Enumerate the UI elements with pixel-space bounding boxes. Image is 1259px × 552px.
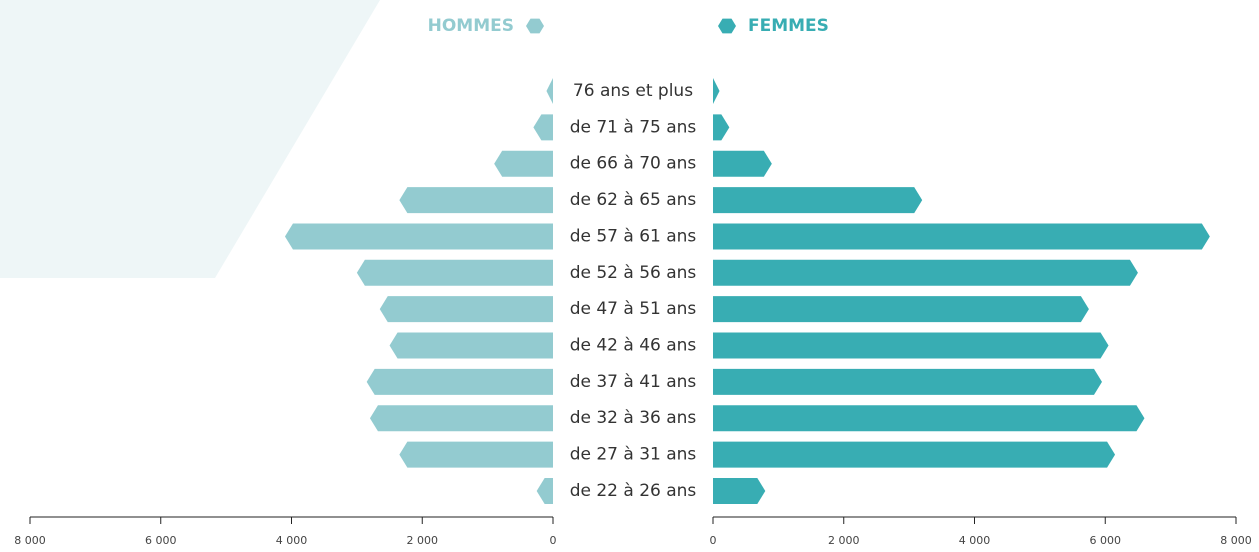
- bar: [399, 187, 553, 214]
- bar: [533, 114, 553, 141]
- bar: [713, 296, 1089, 323]
- category-label: de 32 à 36 ans: [570, 408, 697, 428]
- category-label: de 62 à 65 ans: [570, 190, 697, 210]
- background-shape: [0, 0, 380, 278]
- legend-label: FEMMES: [748, 16, 829, 36]
- legend-icon: [718, 18, 736, 34]
- bar: [713, 114, 730, 141]
- category-label: de 27 à 31 ans: [570, 445, 697, 465]
- bar: [284, 223, 553, 250]
- category-label: de 52 à 56 ans: [570, 263, 697, 283]
- bar: [713, 78, 720, 104]
- category-label: de 71 à 75 ans: [570, 117, 697, 137]
- bar: [713, 332, 1109, 359]
- x-tick-label: 4 000: [959, 534, 991, 547]
- bar: [546, 78, 553, 104]
- x-tick-label: 2 000: [828, 534, 860, 547]
- category-label: de 22 à 26 ans: [570, 481, 697, 501]
- bar: [536, 477, 553, 504]
- bar: [713, 187, 923, 214]
- x-tick-label: 0: [550, 534, 557, 547]
- bar: [399, 441, 553, 468]
- bar: [379, 296, 553, 323]
- x-tick-label: 4 000: [276, 534, 308, 547]
- bar: [713, 150, 772, 177]
- category-label: de 47 à 51 ans: [570, 299, 697, 319]
- x-tick-label: 8 000: [14, 534, 46, 547]
- category-label: de 57 à 61 ans: [570, 226, 697, 246]
- bar: [713, 259, 1138, 286]
- bar: [494, 150, 553, 177]
- category-label: 76 ans et plus: [573, 81, 693, 101]
- legend-label: HOMMES: [428, 16, 514, 36]
- bar: [366, 368, 553, 395]
- legend-icon: [526, 18, 544, 34]
- bar: [713, 223, 1210, 250]
- bar: [356, 259, 553, 286]
- category-label: de 42 à 46 ans: [570, 336, 697, 356]
- category-label: de 37 à 41 ans: [570, 372, 697, 392]
- x-tick-label: 6 000: [1090, 534, 1122, 547]
- x-tick-label: 6 000: [145, 534, 177, 547]
- bar: [713, 477, 766, 504]
- bar: [713, 441, 1116, 468]
- bar: [369, 405, 553, 432]
- x-tick-label: 8 000: [1220, 534, 1252, 547]
- x-tick-label: 0: [710, 534, 717, 547]
- x-tick-label: 2 000: [407, 534, 439, 547]
- bar: [713, 405, 1145, 432]
- category-label: de 66 à 70 ans: [570, 154, 697, 174]
- bar: [713, 368, 1102, 395]
- bar: [389, 332, 553, 359]
